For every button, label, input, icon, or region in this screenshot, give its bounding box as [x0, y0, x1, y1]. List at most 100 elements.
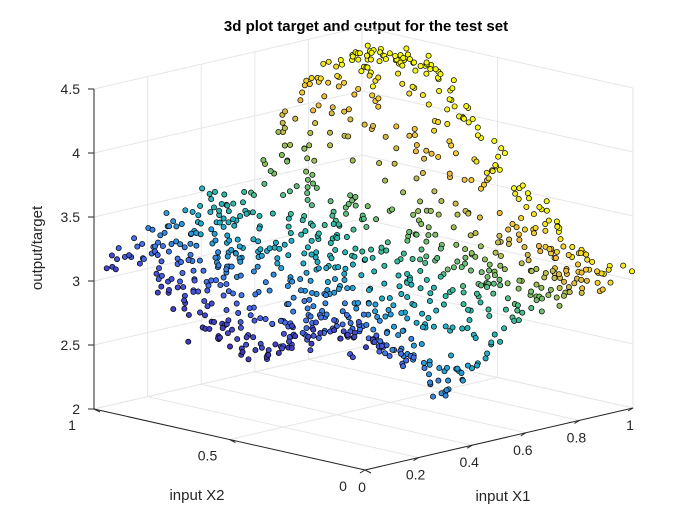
data-point [355, 56, 362, 63]
data-point [187, 251, 194, 258]
data-point [454, 211, 461, 218]
data-point [366, 72, 373, 79]
data-point [404, 237, 411, 244]
data-point [216, 219, 223, 226]
data-point [366, 287, 372, 294]
data-point [355, 85, 362, 92]
data-point [427, 379, 434, 386]
data-point [289, 278, 296, 285]
data-point [272, 341, 279, 348]
data-point [112, 266, 119, 273]
data-point [469, 365, 475, 372]
data-point [355, 299, 362, 306]
data-point [211, 319, 218, 325]
data-point [369, 92, 376, 99]
data-point [208, 300, 215, 307]
grid-line [361, 282, 634, 345]
data-point [325, 79, 332, 86]
x-tick-mark [413, 457, 419, 462]
data-point [458, 370, 465, 376]
data-point [376, 317, 383, 324]
data-point [196, 257, 203, 264]
data-point [181, 297, 188, 304]
data-point [321, 93, 328, 100]
data-point [247, 312, 254, 319]
data-point [330, 221, 337, 227]
data-point [276, 245, 283, 252]
data-point [549, 267, 556, 274]
data-point [485, 306, 492, 313]
data-point [461, 115, 467, 122]
data-point [594, 279, 601, 286]
data-point [398, 310, 405, 317]
data-point [274, 255, 281, 262]
data-point [343, 234, 350, 240]
data-point [227, 343, 233, 350]
data-point [435, 119, 442, 125]
data-point [258, 252, 265, 259]
data-point [266, 287, 273, 294]
data-point [442, 323, 449, 330]
data-point [495, 239, 501, 246]
data-point [478, 185, 484, 192]
data-point [256, 225, 263, 232]
data-point [299, 89, 306, 96]
data-point [431, 127, 438, 134]
data-point [349, 285, 356, 291]
data-point [217, 282, 224, 289]
data-point [382, 313, 389, 320]
data-point [341, 300, 348, 307]
data-point [539, 295, 545, 302]
data-point [315, 335, 322, 341]
data-point [237, 324, 244, 331]
data-point [301, 82, 308, 89]
data-point [399, 327, 406, 334]
data-point [193, 230, 200, 236]
data-point [556, 285, 563, 291]
data-point [313, 249, 320, 256]
data-point [390, 302, 397, 309]
data-point [305, 333, 312, 340]
data-point [297, 97, 304, 104]
data-point [526, 195, 532, 202]
data-point [578, 276, 585, 283]
data-point [182, 207, 189, 214]
y-tick-label: 0 [339, 478, 347, 494]
data-point [403, 45, 410, 52]
data-point [309, 171, 316, 178]
data-point [474, 362, 481, 369]
data-point [269, 210, 276, 217]
data-point [208, 196, 215, 203]
data-point [460, 301, 467, 308]
data-point [530, 211, 537, 218]
data-point [347, 192, 354, 199]
data-point [406, 228, 413, 235]
data-point [340, 328, 347, 335]
data-point [423, 59, 430, 66]
y-tick-mark [93, 408, 101, 413]
data-point [284, 158, 291, 165]
data-point [234, 336, 241, 343]
data-point [251, 317, 258, 324]
data-point [478, 282, 485, 289]
data-point [363, 223, 370, 230]
data-point [272, 239, 279, 246]
data-point [486, 261, 493, 268]
data-point [177, 241, 184, 248]
data-point [589, 258, 596, 265]
data-point [432, 231, 439, 238]
data-point [339, 308, 346, 315]
data-point [545, 292, 552, 299]
data-point [417, 256, 424, 263]
data-point [560, 292, 567, 299]
data-point [383, 330, 390, 337]
data-point [308, 251, 315, 258]
data-point [422, 259, 429, 266]
data-point [250, 334, 257, 341]
data-point [226, 237, 233, 244]
data-point [571, 280, 578, 287]
data-point [450, 264, 457, 271]
data-point [108, 252, 115, 259]
data-point [384, 239, 391, 246]
